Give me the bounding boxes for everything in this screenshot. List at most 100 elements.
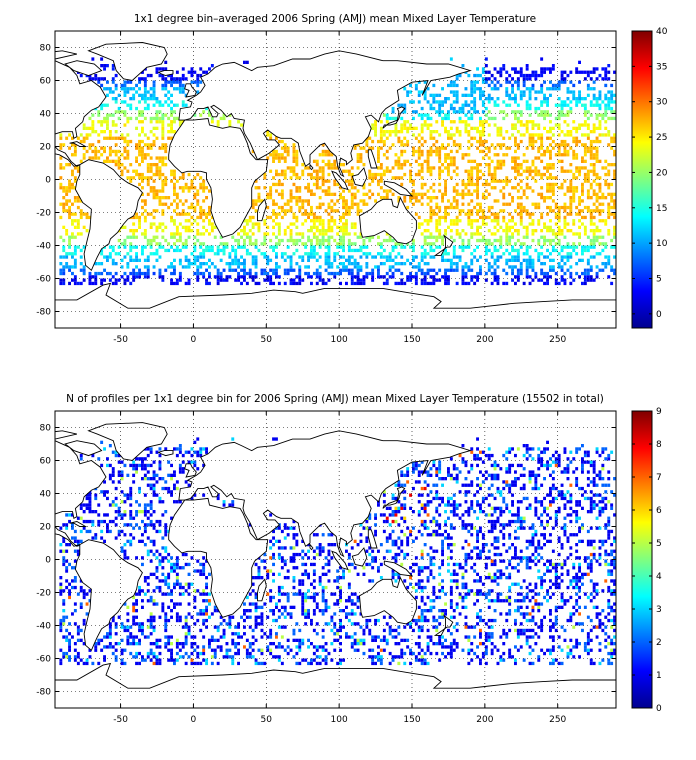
coastline-philippines	[367, 529, 378, 549]
colorbar-tick-label: 9	[656, 407, 662, 417]
colorbar-tick-label: 10	[656, 239, 668, 249]
coastline-borneo	[351, 547, 368, 567]
x-tick-label: 150	[403, 715, 420, 725]
x-tick-label: 200	[476, 715, 493, 725]
x-tick-label: 250	[549, 335, 566, 345]
colorbar-tick-label: 35	[656, 62, 667, 72]
coastline-sri-arctic-islands	[55, 50, 77, 60]
colorbar-tick-label: 2	[656, 638, 662, 648]
coastline-south-america	[74, 159, 143, 272]
x-tick-label: 0	[191, 715, 197, 725]
colorbar-tick-label: 6	[656, 506, 662, 516]
y-tick-label: -80	[36, 688, 51, 698]
coastlines	[55, 422, 616, 708]
x-tick-label: 250	[549, 715, 566, 725]
x-tick-label: 150	[403, 335, 420, 345]
coastline-north-america	[55, 60, 107, 167]
colorbar-tick-label: 3	[656, 605, 662, 615]
coastline-sri-lanka	[309, 163, 314, 171]
coastline-baffin	[64, 60, 103, 76]
coastline-cuba	[69, 141, 88, 147]
coastline-philippines	[367, 149, 378, 169]
coastline-baffin	[64, 440, 103, 457]
colorbar-tick-label: 7	[656, 473, 662, 483]
data-bins	[59, 57, 616, 286]
chart-title: N of profiles per 1x1 degree bin for 200…	[66, 393, 604, 405]
x-tick-label: 200	[476, 335, 493, 345]
y-tick-label: -60	[36, 275, 51, 285]
colorbar-tick-label: 25	[656, 133, 667, 143]
colorbar-tick-label: 1	[656, 671, 662, 681]
y-tick-label: 20	[40, 523, 52, 533]
colorbar: 40 35 30 25 20 15 10 5 0	[631, 27, 668, 329]
y-tick-label: 60	[40, 457, 52, 467]
coastline-sri-arctic-islands	[55, 430, 78, 440]
coastline-africa	[168, 497, 269, 618]
colorbar-tick-label: 40	[656, 27, 668, 37]
coastline-north-america	[55, 440, 107, 547]
coastline-japan	[382, 486, 406, 509]
y-tick-label: 60	[40, 77, 52, 87]
coastline-new-zealand	[433, 614, 454, 636]
colorbar-gradient	[631, 30, 653, 329]
x-tick-label: 50	[261, 715, 273, 725]
coastline-borneo	[351, 167, 368, 187]
coastline-cuba	[69, 521, 88, 527]
coastline-greenland	[87, 42, 168, 81]
coastline-new-guinea	[383, 560, 414, 577]
x-tick-label: -50	[113, 715, 128, 725]
colorbar-tick-label: 15	[656, 204, 667, 214]
x-tick-label: 0	[191, 335, 197, 345]
y-tick-label: -20	[36, 209, 51, 219]
coastline-eurasia	[178, 50, 472, 178]
y-tick-label: 80	[40, 424, 52, 434]
y-tick-label: 80	[40, 44, 52, 54]
coastline-uk	[184, 463, 197, 478]
y-tick-label: -40	[36, 622, 51, 632]
colorbar-tick-label: 0	[656, 310, 662, 320]
colorbar-tick-label: 30	[656, 98, 668, 108]
coastline-africa	[168, 118, 269, 238]
colorbar-tick-label: 0	[656, 704, 662, 714]
coastline-australia	[359, 196, 417, 245]
coastline-japan	[382, 106, 406, 129]
y-tick-label: -20	[36, 589, 51, 599]
coastline-sumatra	[331, 550, 349, 571]
colorbar-tick-label: 4	[656, 572, 662, 582]
y-tick-label: -60	[36, 655, 51, 665]
x-tick-label: 100	[331, 335, 348, 345]
coastline-madagascar	[257, 198, 267, 222]
coastline-australia	[359, 576, 417, 625]
x-tick-label: 100	[331, 715, 348, 725]
coastline-greenland	[87, 422, 168, 461]
x-tick-label: 50	[261, 335, 273, 345]
y-tick-label: 0	[45, 176, 51, 186]
coastline-new-guinea	[383, 180, 414, 197]
grid	[55, 411, 616, 708]
y-tick-label: 0	[45, 556, 51, 566]
coastline-iceland	[157, 450, 174, 457]
coastline-new-zealand	[433, 234, 454, 256]
y-tick-label: 20	[40, 143, 52, 153]
colorbar-tick-label: 8	[656, 440, 662, 450]
colorbar-tick-label: 20	[656, 168, 668, 178]
colorbar-gradient	[631, 410, 653, 709]
map-panel-2: -50 0 50 100 150 200 250806040200-20-40-60-80N…	[36, 393, 662, 725]
coastline-sumatra	[331, 170, 349, 191]
grid	[55, 31, 616, 328]
colorbar-tick-label: 5	[656, 275, 662, 285]
y-tick-label: 40	[40, 490, 52, 500]
coastline-south-america	[74, 539, 143, 652]
chart-title: 1x1 degree bin–averaged 2006 Spring (AMJ…	[134, 13, 536, 25]
colorbar-tick-label: 5	[656, 539, 662, 549]
coastline-uk	[184, 83, 197, 98]
coastlines	[55, 42, 616, 328]
coastline-iceland	[157, 70, 174, 76]
map-panel-1: -50 0 50 100 150 200 250806040200-20-40-60-801…	[36, 13, 668, 345]
y-tick-label: 40	[40, 110, 52, 120]
data-bins	[59, 437, 616, 666]
coastline-eurasia	[178, 430, 472, 558]
x-tick-label: -50	[113, 335, 128, 345]
colorbar: 9 8 7 6 5 4 3 2 1 0	[631, 407, 662, 714]
